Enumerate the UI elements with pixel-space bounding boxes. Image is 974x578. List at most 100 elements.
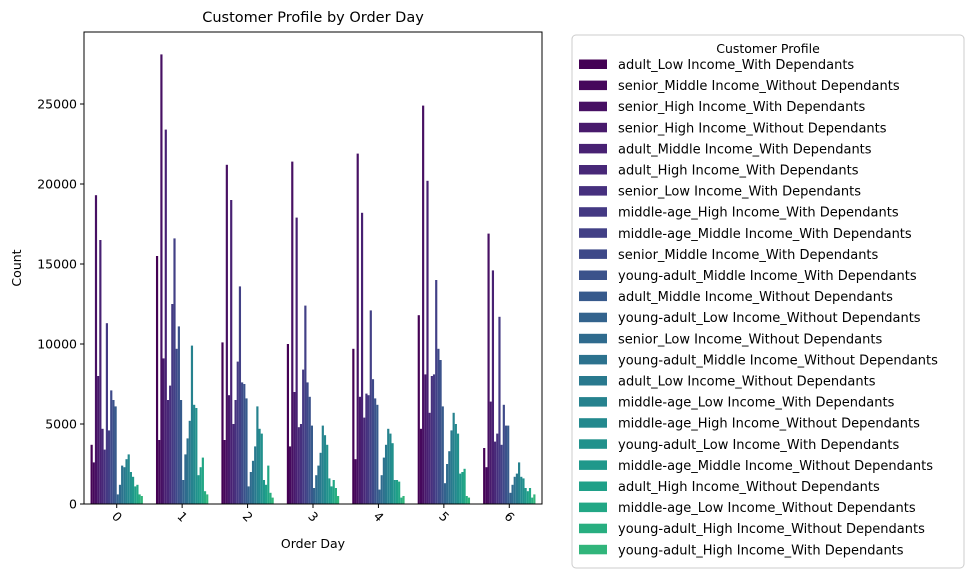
chart-title: Customer Profile by Order Day: [202, 10, 424, 26]
bar: [129, 472, 132, 504]
bar: [507, 425, 510, 504]
bar: [265, 484, 268, 504]
legend-swatch: [579, 59, 607, 69]
bar: [310, 425, 313, 504]
bar: [330, 486, 333, 504]
bar: [323, 435, 327, 504]
bar: [138, 494, 141, 504]
bar: [162, 358, 165, 504]
bar: [426, 180, 429, 505]
bar: [254, 446, 257, 504]
bar: [533, 494, 536, 504]
bar: [367, 395, 370, 504]
bar: [465, 496, 468, 504]
bar: [511, 484, 514, 504]
bar: [99, 240, 102, 504]
legend-label: senior_Low Income_With Dependants: [618, 185, 861, 200]
bar: [269, 492, 272, 504]
bar: [448, 451, 451, 504]
bar: [524, 488, 527, 504]
bar: [179, 400, 183, 504]
legend-label: adult_Low Income_With Dependants: [618, 58, 854, 73]
bar: [432, 374, 436, 504]
bar: [256, 406, 259, 504]
bar: [400, 497, 403, 504]
bar: [435, 280, 438, 504]
bar: [496, 433, 499, 504]
legend-label: middle-age_Low Income_With Dependants: [618, 396, 895, 411]
legend-label: young-adult_Low Income_Without Dependant…: [618, 311, 921, 326]
bar: [118, 484, 122, 504]
bar: [374, 398, 377, 504]
bar: [221, 342, 224, 504]
y-tick-label: 5000: [45, 417, 77, 432]
legend-swatch: [579, 207, 607, 217]
legend-label: senior_Low Income_Without Dependants: [618, 332, 882, 347]
legend-label: middle-age_High Income_With Dependants: [618, 206, 899, 221]
bar: [393, 480, 396, 504]
bar: [105, 323, 108, 504]
bar: [112, 400, 115, 504]
bar: [422, 105, 425, 504]
bar: [121, 465, 124, 504]
bar: [336, 496, 340, 504]
bar: [127, 454, 130, 504]
bar: [136, 484, 139, 504]
bar: [299, 424, 303, 504]
bar: [439, 360, 442, 504]
bar: [483, 448, 486, 504]
bar: [518, 462, 521, 504]
legend-label: young-adult_Low Income_With Dependants: [618, 438, 900, 453]
legend-swatch: [579, 312, 607, 323]
bar: [92, 462, 95, 504]
bar: [491, 270, 495, 504]
bar: [389, 433, 392, 504]
bar: [450, 430, 453, 504]
bar: [369, 310, 372, 504]
bar: [251, 460, 255, 504]
legend-swatch: [579, 502, 607, 513]
y-tick-label: 15000: [37, 257, 77, 272]
bar: [509, 492, 512, 504]
bar: [232, 424, 235, 504]
legend-swatch: [579, 165, 607, 175]
bar: [155, 256, 159, 504]
bar: [116, 494, 119, 504]
bar: [428, 412, 431, 504]
bar: [371, 379, 375, 504]
legend-swatch: [579, 291, 607, 302]
bar: [223, 440, 226, 504]
bar: [199, 467, 202, 504]
bar: [295, 217, 298, 504]
bar: [522, 478, 525, 504]
bar: [97, 376, 100, 504]
bar: [245, 398, 248, 504]
bar: [186, 438, 189, 504]
bar: [328, 478, 331, 504]
bar: [526, 491, 529, 504]
legend-swatch: [579, 80, 607, 91]
x-tick-label: 1: [174, 509, 190, 525]
bar: [297, 427, 300, 504]
bar: [188, 420, 191, 504]
bar: [131, 476, 135, 504]
bar: [206, 494, 209, 504]
bar: [319, 452, 322, 504]
bar: [360, 212, 364, 505]
legend-label: middle-age_High Income_Without Dependant…: [618, 417, 920, 432]
bar: [304, 305, 307, 504]
bar: [160, 54, 163, 505]
bar: [169, 385, 172, 504]
bar: [308, 396, 311, 504]
bar: [461, 472, 464, 504]
bar: [354, 459, 357, 504]
bar: [225, 164, 228, 505]
bar: [500, 444, 503, 504]
bar: [395, 480, 399, 504]
bar: [417, 315, 420, 504]
bar: [293, 392, 296, 504]
bar: [190, 345, 194, 504]
bar: [260, 433, 263, 504]
bar: [321, 425, 324, 504]
bar: [103, 449, 106, 504]
